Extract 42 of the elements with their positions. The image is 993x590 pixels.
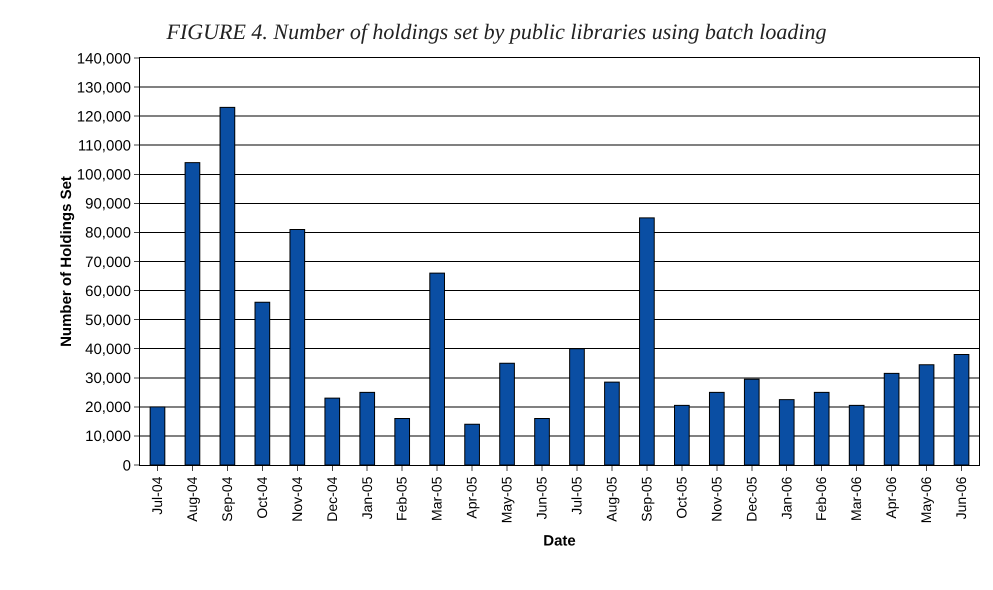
y-tick-label: 30,000 <box>85 370 131 388</box>
x-tick-label: Sep-04 <box>218 476 235 522</box>
x-tick-label: Oct-04 <box>254 476 270 519</box>
x-tick-label: Jan-06 <box>778 476 794 520</box>
y-tick-label: 90,000 <box>85 196 131 213</box>
x-tick-label: May-05 <box>498 476 515 524</box>
y-tick-label: 20,000 <box>85 399 131 416</box>
y-axis-title: Number of Holdings Set <box>58 176 75 347</box>
x-tick-label: May-06 <box>918 476 934 524</box>
y-tick-label: 0 <box>122 457 131 474</box>
x-axis-title: Date <box>543 532 576 550</box>
x-tick-label: Aug-05 <box>603 476 620 522</box>
x-tick-label: Feb-05 <box>394 476 410 521</box>
y-tick-label: 100,000 <box>76 166 131 184</box>
x-tick-label: Jun-05 <box>534 476 550 520</box>
y-tick-label: 10,000 <box>85 428 131 446</box>
x-tick-label: Sep-05 <box>638 476 654 522</box>
y-tick-label: 140,000 <box>76 50 131 68</box>
x-tick-label: Nov-04 <box>288 476 305 522</box>
y-tick-label: 70,000 <box>85 254 131 271</box>
chart-title: FIGURE 4. Number of holdings set by public libraries using batch loading <box>166 19 826 44</box>
y-tick-label: 80,000 <box>85 224 131 242</box>
x-tick-label: Mar-05 <box>428 476 445 521</box>
x-tick-label: Mar-06 <box>848 476 864 521</box>
x-tick-label: Feb-06 <box>813 476 830 521</box>
x-tick-label: Dec-04 <box>324 476 340 522</box>
x-tick-label: Nov-05 <box>708 476 724 522</box>
x-tick-label: Apr-06 <box>883 476 900 519</box>
y-tick-label: 120,000 <box>76 108 131 126</box>
x-tick-label: Dec-05 <box>743 476 760 522</box>
y-tick-label: 60,000 <box>85 282 131 300</box>
x-tick-label: Jun-06 <box>953 476 970 520</box>
x-tick-label: Jan-05 <box>358 476 375 520</box>
y-tick-label: 110,000 <box>78 137 131 154</box>
x-tick-label: Aug-04 <box>184 476 200 522</box>
y-tick-label: 130,000 <box>76 79 131 96</box>
y-tick-label: 50,000 <box>85 312 131 329</box>
x-tick-label: Jul-05 <box>568 476 585 515</box>
y-tick-label: 40,000 <box>85 340 131 358</box>
x-tick-label: Oct-05 <box>673 476 690 519</box>
x-tick-label: Apr-05 <box>464 476 480 519</box>
x-tick-label: Jul-04 <box>149 476 166 515</box>
